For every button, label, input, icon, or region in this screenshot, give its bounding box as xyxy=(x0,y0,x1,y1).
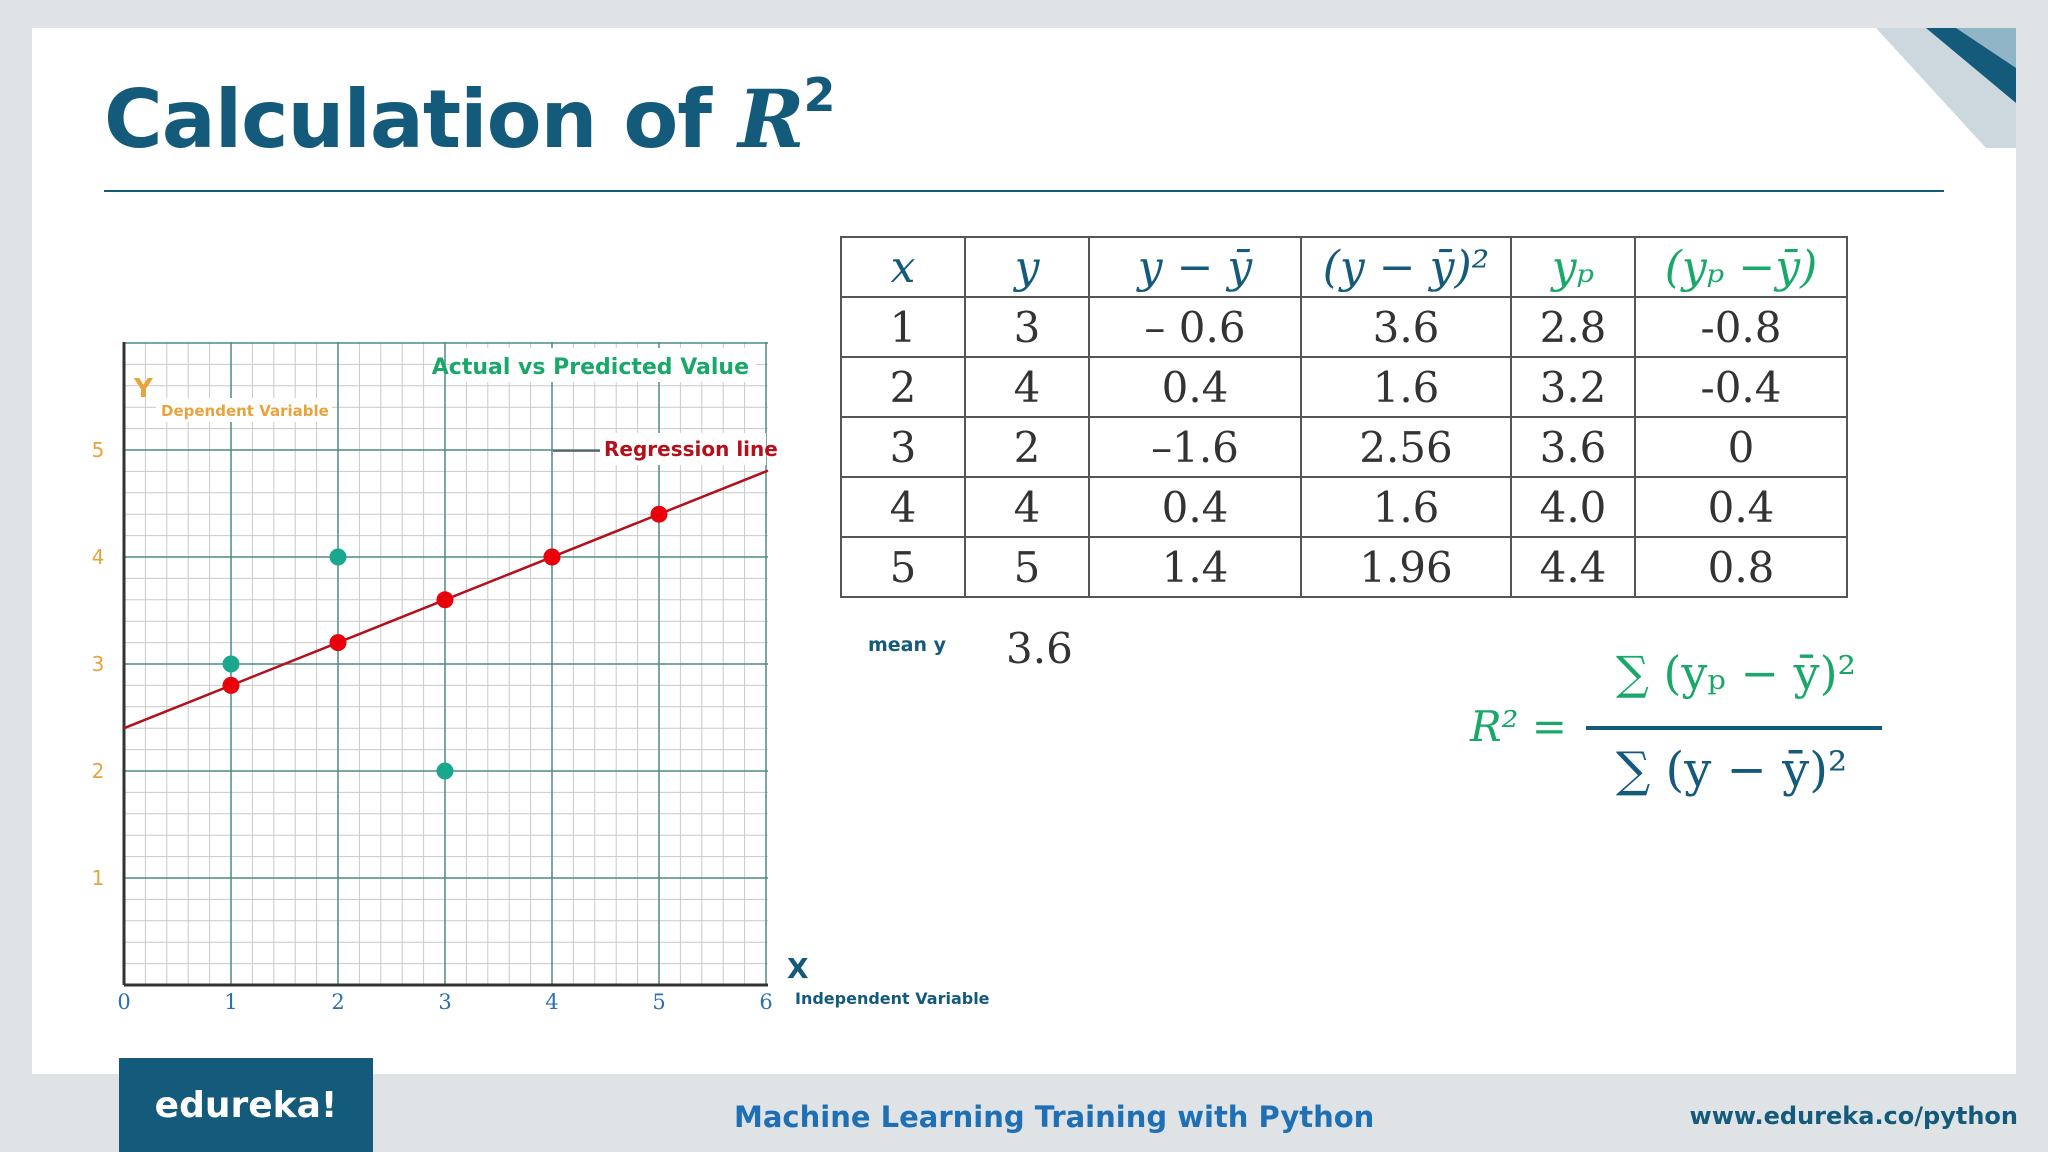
table-cell: 4.0 xyxy=(1510,476,1636,538)
header-x: x xyxy=(840,236,966,298)
regression-line-label: Regression line xyxy=(604,437,778,461)
header-predicted-minus-mean: (yₚ −ȳ) xyxy=(1634,236,1848,298)
table-cell: 4 xyxy=(964,476,1090,538)
table-cell: 2 xyxy=(964,416,1090,478)
table-cell: – 0.6 xyxy=(1088,296,1302,358)
calculation-table: x y y − ȳ (y − ȳ)² yₚ (yₚ −ȳ) 1 3– 0.6 3.6… xyxy=(840,236,1848,598)
x-tick-label: 1 xyxy=(224,990,237,1014)
table-cell: 5 xyxy=(840,536,966,598)
y-axis-letter: Y xyxy=(133,374,154,404)
actual-point xyxy=(436,762,454,780)
table-row: 4 4 0.4 1.6 4.0 0.4 xyxy=(840,476,1848,538)
predicted-point xyxy=(650,505,668,523)
y-tick-label: 4 xyxy=(92,545,105,569)
x-axis-letter: X xyxy=(787,952,809,985)
table-cell: 2.56 xyxy=(1300,416,1512,478)
corner-decoration xyxy=(1816,28,2016,148)
table-row: 2 4 0.4 1.6 3.2 -0.4 xyxy=(840,356,1848,418)
table-cell: 3.6 xyxy=(1510,416,1636,478)
table-cell: 0.4 xyxy=(1634,476,1848,538)
chart-marks: 0 1 2 3 4 5 6 1 2 3 4 5 xyxy=(92,438,773,1014)
brand-logo: edureka! xyxy=(119,1058,373,1152)
header-y-minus-mean: y − ȳ xyxy=(1088,236,1302,298)
table-cell: 5 xyxy=(964,536,1090,598)
predicted-point xyxy=(436,591,454,609)
table-cell: -0.8 xyxy=(1634,296,1848,358)
chart-title: Actual vs Predicted Value xyxy=(432,355,749,380)
table-cell: 4 xyxy=(964,356,1090,418)
x-tick-label: 3 xyxy=(438,990,451,1014)
x-tick-label: 5 xyxy=(652,990,665,1014)
formula-numerator: ∑ (yₚ − ȳ)² xyxy=(1616,646,1856,700)
table-cell: 2.8 xyxy=(1510,296,1636,358)
y-tick-label: 1 xyxy=(92,866,105,890)
title-divider xyxy=(104,190,1944,192)
table-cell: 1 xyxy=(840,296,966,358)
r-squared-formula: R² = ∑ (yₚ − ȳ)² ∑ (y − ȳ)² xyxy=(1470,630,1890,810)
title-exponent: 2 xyxy=(803,68,835,123)
y-tick-label: 5 xyxy=(92,438,105,462)
website-link[interactable]: www.edureka.co/python xyxy=(1689,1102,2018,1130)
table-cell: 0.8 xyxy=(1634,536,1848,598)
course-title: Machine Learning Training with Python xyxy=(734,1100,1375,1134)
table-cell: 0.4 xyxy=(1088,356,1302,418)
y-tick-label: 3 xyxy=(92,652,105,676)
fraction-bar xyxy=(1586,726,1882,730)
x-tick-label: 0 xyxy=(117,990,130,1014)
actual-point xyxy=(222,655,240,673)
predicted-point xyxy=(329,634,347,652)
formula-lhs: R² = xyxy=(1470,702,1568,751)
y-tick-label: 2 xyxy=(92,759,105,783)
x-tick-label: 2 xyxy=(331,990,344,1014)
table-cell: 4.4 xyxy=(1510,536,1636,598)
table-header-row: x y y − ȳ (y − ȳ)² yₚ (yₚ −ȳ) xyxy=(840,236,1848,298)
table-cell: 2 xyxy=(840,356,966,418)
table-cell: 3 xyxy=(840,416,966,478)
table-cell: 0 xyxy=(1634,416,1848,478)
table-cell: 1.96 xyxy=(1300,536,1512,598)
header-squared-deviation: (y − ȳ)² xyxy=(1300,236,1512,298)
table-row: 3 2 –1.6 2.56 3.6 0 xyxy=(840,416,1848,478)
table-cell: 0.4 xyxy=(1088,476,1302,538)
table-cell: 4 xyxy=(840,476,966,538)
table-cell: -0.4 xyxy=(1634,356,1848,418)
mean-value: 3.6 xyxy=(1006,624,1073,673)
page-title: Calculation of R2 xyxy=(104,68,835,166)
table-cell: 3 xyxy=(964,296,1090,358)
x-tick-label: 6 xyxy=(759,990,772,1014)
predicted-point xyxy=(222,676,240,694)
predicted-point xyxy=(543,548,561,566)
table-cell: 3.2 xyxy=(1510,356,1636,418)
table-row: 5 5 1.4 1.96 4.4 0.8 xyxy=(840,536,1848,598)
table-cell: 3.6 xyxy=(1300,296,1512,358)
table-cell: 1.6 xyxy=(1300,476,1512,538)
x-tick-label: 4 xyxy=(545,990,558,1014)
header-predicted: yₚ xyxy=(1510,236,1636,298)
y-axis-label: Dependent Variable xyxy=(161,402,329,420)
table-cell: –1.6 xyxy=(1088,416,1302,478)
x-axis-label: Independent Variable xyxy=(795,989,990,1008)
table-row: 1 3– 0.6 3.6 2.8 -0.8 xyxy=(840,296,1848,358)
formula-denominator: ∑ (y − ȳ)² xyxy=(1616,742,1848,798)
table-cell: 1.4 xyxy=(1088,536,1302,598)
mean-label: mean y xyxy=(868,634,947,656)
actual-point xyxy=(329,548,347,566)
title-symbol: R xyxy=(737,72,804,166)
table-cell: 1.6 xyxy=(1300,356,1512,418)
header-y: y xyxy=(964,236,1090,298)
